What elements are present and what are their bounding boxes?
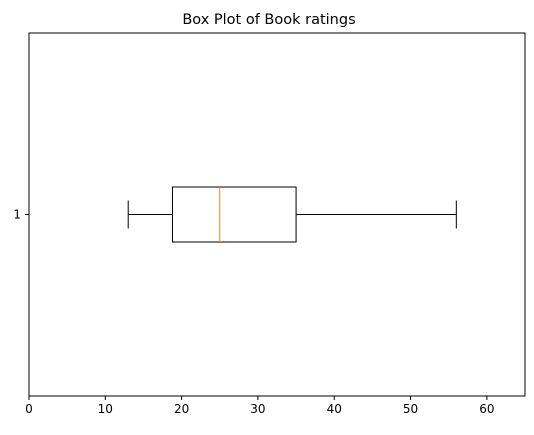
x-axis: 0 10 20 30 40 50 60 <box>25 396 494 416</box>
x-tick-label: 30 <box>250 402 265 416</box>
x-tick-label: 0 <box>25 402 33 416</box>
y-tick-label: 1 <box>13 208 21 222</box>
x-tick-label: 10 <box>98 402 113 416</box>
x-tick-label: 40 <box>327 402 342 416</box>
box-group <box>127 186 457 243</box>
x-tick-label: 50 <box>403 402 418 416</box>
y-axis: 1 <box>13 208 29 222</box>
iqr-box <box>171 186 297 243</box>
x-tick-label: 20 <box>174 402 189 416</box>
x-tick-label: 60 <box>479 402 494 416</box>
chart-title: Box Plot of Book ratings <box>182 12 355 28</box>
